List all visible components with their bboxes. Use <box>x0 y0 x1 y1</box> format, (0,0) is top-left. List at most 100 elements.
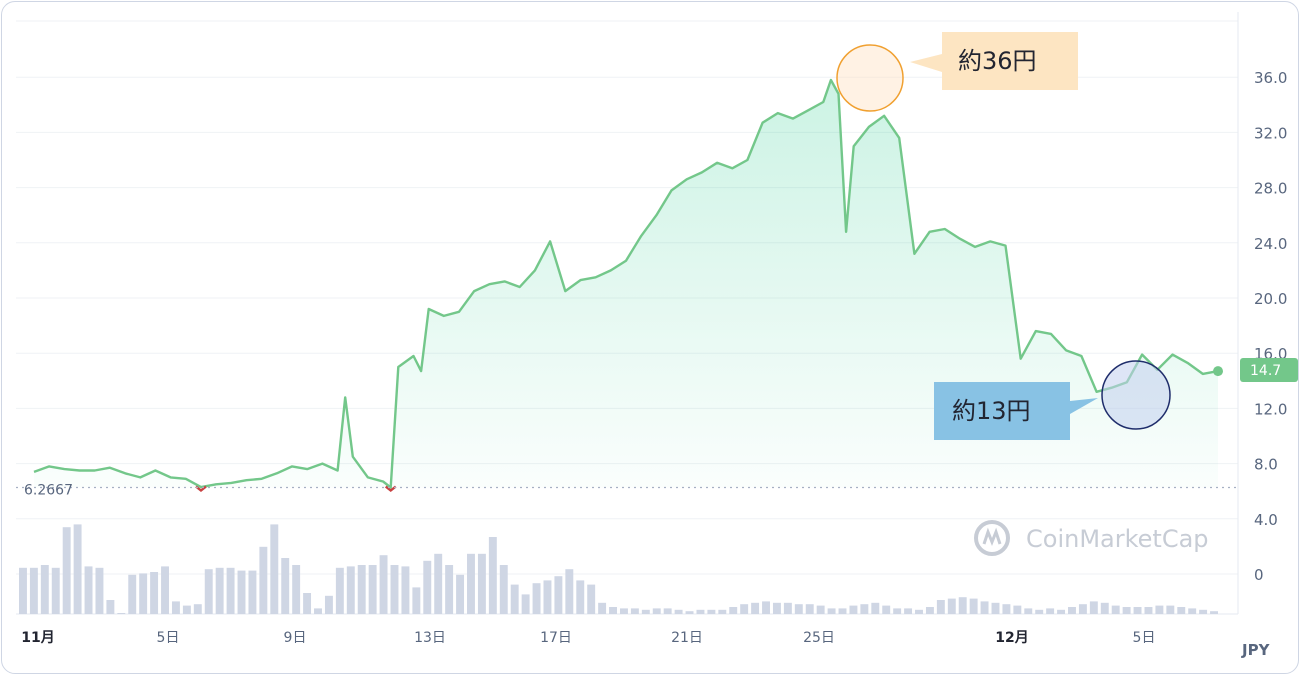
volume-bar <box>106 600 115 614</box>
volume-bar <box>182 605 191 614</box>
volume-bar <box>554 576 563 614</box>
volume-bar <box>620 608 628 614</box>
volume-bar <box>783 602 792 614</box>
volume-bar <box>718 609 727 614</box>
volume-bar <box>587 584 596 614</box>
volume-bar <box>1111 605 1120 614</box>
y-tick-label: 24.0 <box>1254 235 1287 253</box>
y-tick-label: 12.0 <box>1254 400 1287 418</box>
volume-bar <box>150 572 159 614</box>
current-price-label: 14.7 <box>1250 363 1281 379</box>
volume-bar <box>609 607 617 614</box>
volume-bar <box>488 537 497 614</box>
volume-bar <box>729 607 738 614</box>
volume-bar <box>445 565 454 614</box>
volume-bar <box>969 598 978 614</box>
volume-bar <box>958 597 967 614</box>
volume-bar <box>794 604 803 614</box>
volume-bar <box>816 605 825 614</box>
volume-bar <box>1035 609 1044 614</box>
volume-bar <box>215 567 224 614</box>
volume-bar <box>73 524 82 614</box>
x-tick-label: 5日 <box>1133 630 1156 646</box>
y-tick-label: 4.0 <box>1254 511 1278 529</box>
volume-bar <box>1002 604 1011 614</box>
volume-bar <box>226 567 235 614</box>
volume-bar <box>1013 605 1022 614</box>
volume-bar <box>412 587 421 614</box>
volume-bar <box>1155 605 1164 614</box>
volume-bar <box>434 553 443 614</box>
volume-bar <box>663 608 672 614</box>
coinmarketcap-logo-icon <box>974 520 1010 556</box>
volume-bar <box>139 573 148 614</box>
low-callout-label: 約13円 <box>952 397 1031 425</box>
volume-bar <box>925 607 934 614</box>
volume-bar <box>1177 607 1186 614</box>
volume-bar <box>915 609 923 614</box>
volume-bar <box>29 567 38 614</box>
volume-bar <box>423 560 432 614</box>
volume-bar <box>335 567 344 614</box>
y-tick-label: 36.0 <box>1254 69 1287 87</box>
current-price-tag: 14.7 <box>1213 358 1298 382</box>
volume-bar <box>630 608 639 614</box>
volume-bar <box>707 609 716 614</box>
x-tick-label: 25日 <box>803 630 835 646</box>
volume-bar <box>1188 608 1197 614</box>
volume-bar <box>510 584 519 614</box>
volume-bar <box>1100 602 1109 614</box>
volume-bar <box>193 604 202 614</box>
volume-bar <box>1068 607 1076 614</box>
volume-bar <box>1144 607 1153 614</box>
volume-bar <box>893 608 902 614</box>
volume-bar <box>368 565 377 614</box>
x-tick-label: 9日 <box>284 630 307 646</box>
x-tick-label: 12月 <box>995 630 1028 646</box>
volume-bar <box>827 608 836 614</box>
volume-bar <box>161 566 169 614</box>
x-tick-label: 5日 <box>157 630 180 646</box>
low-marker-circle <box>1101 360 1171 430</box>
volume-bar <box>281 558 290 614</box>
y-tick-label: 0 <box>1254 566 1264 584</box>
volume-bar <box>685 611 694 614</box>
y-tick-label: 8.0 <box>1254 456 1278 474</box>
watermark-text: CoinMarketCap <box>1026 525 1209 553</box>
callout-high: 約36円 <box>836 32 1078 112</box>
watermark: CoinMarketCap <box>974 520 1209 556</box>
volume-bar <box>1024 608 1033 614</box>
volume-bar <box>324 595 333 614</box>
volume-bar <box>947 598 956 614</box>
price-area-fill <box>34 80 1218 488</box>
volume-bar <box>1166 605 1175 614</box>
volume-bar <box>499 565 508 614</box>
volume-bar <box>740 604 749 614</box>
volume-bar <box>991 602 1000 614</box>
price-line <box>33 78 1219 489</box>
volume-bar <box>357 565 366 614</box>
x-tick-label: 21日 <box>671 630 703 646</box>
volume-bar <box>117 613 126 614</box>
volume-bar <box>565 569 574 614</box>
volume-bars <box>19 524 1218 614</box>
current-price-dot <box>1213 366 1223 377</box>
volume-bar <box>84 566 93 614</box>
volume-bar <box>882 605 891 614</box>
volume-bar <box>674 609 683 614</box>
volume-bar <box>1133 607 1142 614</box>
min-price-line: 6.2667 <box>16 483 1238 499</box>
volume-bar <box>1046 608 1055 614</box>
volume-bar <box>19 567 27 614</box>
volume-bar <box>772 602 781 614</box>
volume-bar <box>1199 609 1208 614</box>
volume-bar <box>51 567 60 614</box>
x-axis: 11月 5日 9日 13日 17日 21日 25日 12月 5日 <box>21 630 1155 646</box>
volume-bar <box>379 555 388 614</box>
volume-bar <box>467 553 475 614</box>
volume-bar <box>904 608 913 614</box>
y-tick-label: 32.0 <box>1254 124 1287 142</box>
volume-bar <box>598 602 607 614</box>
